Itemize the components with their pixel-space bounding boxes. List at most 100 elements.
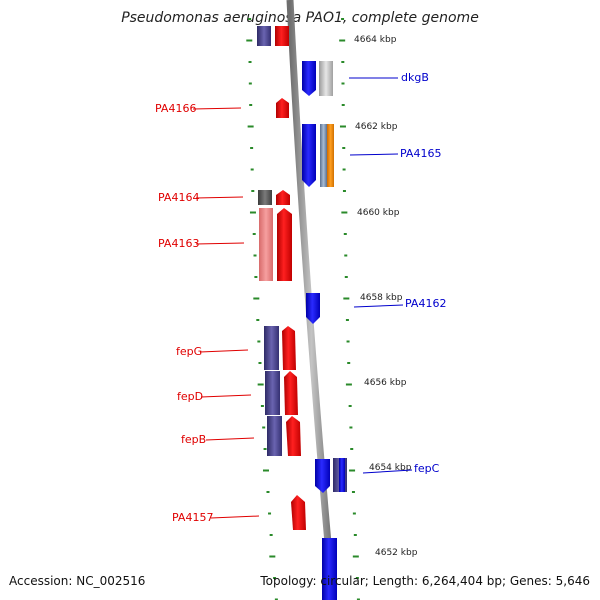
- scale-dash-right: [341, 18, 345, 20]
- leader-fepg: [199, 349, 249, 353]
- scale-dash-left: [256, 319, 260, 321]
- leader-pa4165: [349, 153, 399, 156]
- scale-dash-left: [254, 276, 258, 278]
- leader-fepb: [205, 437, 255, 441]
- scale-dash-left: [262, 469, 269, 472]
- scale-dash-left: [249, 211, 256, 214]
- scale-label-4662: 4662 kbp: [355, 122, 398, 132]
- label-dkgb[interactable]: dkgB: [401, 71, 429, 84]
- gene-feature-top-purple[interactable]: [257, 26, 271, 46]
- scale-dash-right: [339, 39, 346, 42]
- label-pa4165[interactable]: PA4165: [400, 147, 441, 160]
- scale-dash-right: [349, 469, 356, 472]
- scale-dash-right: [339, 125, 346, 128]
- label-pa4163[interactable]: PA4163: [158, 237, 199, 250]
- gene-fepc[interactable]: [315, 459, 330, 493]
- scale-dash-right: [351, 491, 355, 493]
- gene-fepg[interactable]: [264, 326, 279, 370]
- scale-dash-right: [345, 383, 352, 386]
- scale-dash-left: [266, 491, 270, 493]
- scale-dash-left: [247, 125, 254, 128]
- scale-dash-right: [341, 61, 345, 63]
- scale-dash-right: [356, 598, 360, 600]
- scale-dash-left: [250, 168, 254, 171]
- label-fepb[interactable]: fepB: [181, 433, 206, 446]
- scale-dash-right: [350, 448, 354, 450]
- scale-dashes-left: [246, 18, 278, 600]
- scale-dash-left: [248, 61, 252, 63]
- scale-dash-left: [273, 577, 277, 579]
- scale-dash-right: [343, 233, 347, 235]
- gene-feature-top-red[interactable]: [275, 26, 289, 46]
- scale-dash-left: [257, 383, 264, 386]
- gene-pa4164[interactable]: [258, 190, 272, 205]
- label-fepg[interactable]: fepG: [176, 345, 202, 358]
- scale-dash-right: [346, 340, 350, 343]
- label-pa4166[interactable]: PA4166: [155, 102, 196, 115]
- accession-text: Accession: NC_002516: [9, 574, 146, 588]
- gene-fepd[interactable]: [265, 371, 280, 415]
- scale-label-4660: 4660 kbp: [357, 208, 400, 218]
- gene-pa4157[interactable]: [291, 495, 306, 530]
- gene-feature-blue-bottom[interactable]: [322, 538, 337, 600]
- gene-pa4163[interactable]: [259, 208, 273, 281]
- scale-dashes-right: [339, 18, 360, 600]
- scale-dash-right: [342, 190, 346, 192]
- scale-dash-left: [269, 534, 273, 536]
- leader-pa4164: [195, 196, 244, 199]
- scale-dash-left: [248, 18, 252, 20]
- scale-dash-right: [342, 168, 346, 171]
- scale-dash-left: [248, 82, 252, 85]
- scale-dash-left: [258, 362, 262, 364]
- scale-dash-left: [268, 512, 272, 515]
- gene-feature-red-fepd[interactable]: [284, 371, 298, 415]
- scale-label-4664: 4664 kbp: [354, 35, 397, 45]
- leader-pa4166: [192, 107, 242, 110]
- gene-dkgb[interactable]: [319, 61, 333, 96]
- scale-dash-right: [344, 276, 348, 278]
- scale-dash-right: [341, 104, 345, 106]
- gene-pa4165[interactable]: [320, 124, 327, 187]
- leader-fepd: [200, 394, 252, 398]
- label-pa4164[interactable]: PA4164: [158, 191, 199, 204]
- gene-feature-blue-pa4165[interactable]: [302, 124, 316, 187]
- gene-feature-red-small[interactable]: [276, 190, 290, 205]
- scale-dash-left: [252, 233, 256, 235]
- gene-pa4166[interactable]: [276, 98, 289, 118]
- scale-dash-left: [269, 555, 276, 558]
- gene-pa4162[interactable]: [306, 293, 320, 324]
- gene-feature-red-fepb[interactable]: [286, 416, 301, 456]
- leader-fepc: [362, 469, 413, 474]
- gene-feature-blue-dkgb[interactable]: [302, 61, 316, 96]
- scale-label-4658: 4658 kbp: [360, 293, 403, 303]
- scale-dash-right: [348, 405, 352, 407]
- label-pa4162[interactable]: PA4162: [405, 297, 446, 310]
- scale-dash-left: [250, 147, 254, 149]
- label-fepc[interactable]: fepC: [414, 462, 440, 475]
- gene-fepb[interactable]: [267, 416, 282, 456]
- gene-feature-red-long[interactable]: [277, 208, 292, 281]
- scale-label-4656: 4656 kbp: [364, 378, 407, 388]
- label-fepd[interactable]: fepD: [177, 390, 203, 403]
- scale-dash-right: [345, 319, 349, 321]
- leader-pa4162: [353, 304, 404, 308]
- scale-dash-right: [341, 82, 345, 85]
- scale-dash-right: [342, 147, 346, 149]
- scale-dash-left: [253, 254, 257, 257]
- gene-feature-red-fepg[interactable]: [282, 326, 296, 370]
- scale-dash-left: [263, 448, 267, 450]
- scale-dash-left: [260, 405, 264, 407]
- scale-dash-right: [352, 555, 359, 558]
- scale-dash-right: [347, 362, 351, 364]
- scale-dash-right: [353, 534, 357, 536]
- gene-feature-blue-inner[interactable]: [339, 458, 345, 492]
- scale-dash-left: [262, 426, 266, 429]
- leader-pa4163: [195, 242, 245, 245]
- scale-label-4652: 4652 kbp: [375, 548, 418, 558]
- gene-feature-orange[interactable]: [327, 124, 334, 187]
- label-pa4157[interactable]: PA4157: [172, 511, 213, 524]
- scale-dash-right: [343, 297, 350, 300]
- map-title: Pseudomonas aeruginosa PAO1, complete ge…: [121, 10, 479, 26]
- scale-dash-right: [352, 512, 356, 515]
- scale-dash-left: [253, 297, 260, 300]
